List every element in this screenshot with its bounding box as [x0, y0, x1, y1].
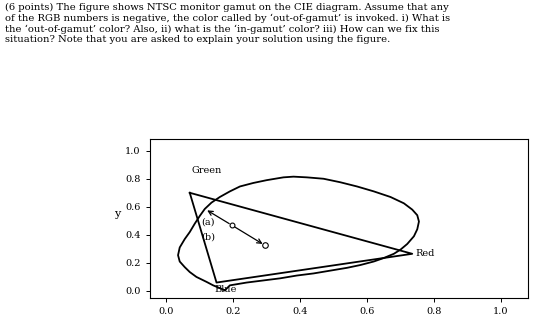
Text: Green: Green — [191, 166, 221, 175]
Text: Blue: Blue — [215, 285, 237, 294]
Text: (a): (a) — [201, 218, 215, 227]
Text: (b): (b) — [201, 232, 215, 242]
Text: (6 points) The figure shows NTSC monitor gamut on the CIE diagram. Assume that a: (6 points) The figure shows NTSC monitor… — [5, 3, 450, 44]
Text: Red: Red — [416, 249, 435, 258]
Y-axis label: y: y — [114, 209, 120, 219]
